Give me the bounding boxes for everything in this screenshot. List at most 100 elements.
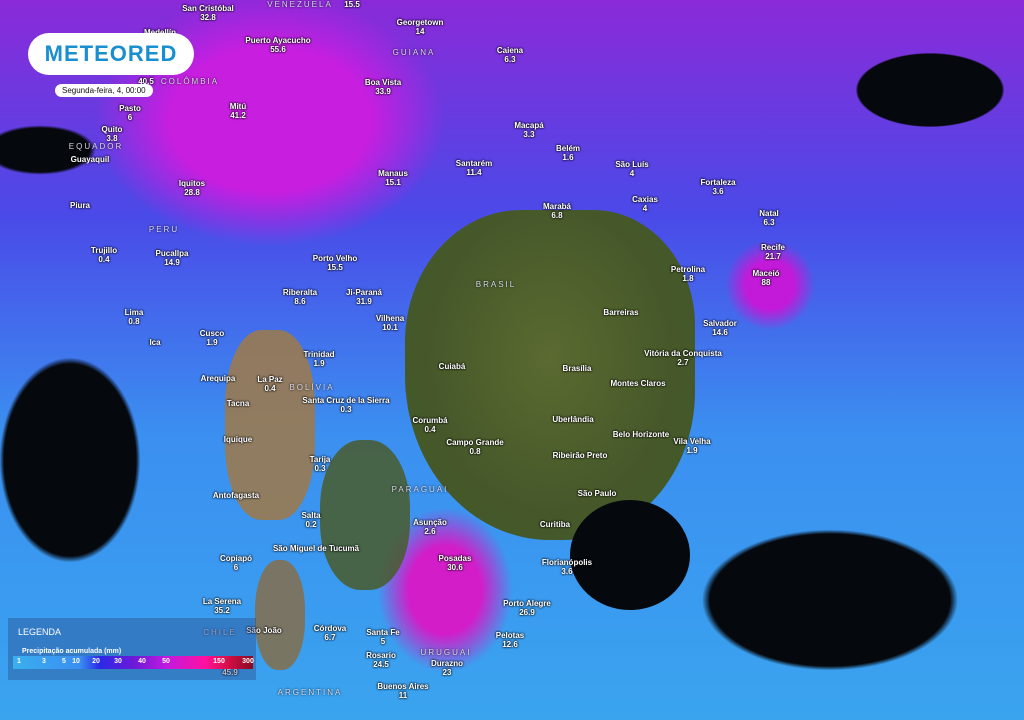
city-name: Natal	[759, 209, 779, 218]
city-label[interactable]: Cusco 1.9	[200, 329, 224, 347]
city-label[interactable]: Cuiabá	[439, 362, 466, 371]
precipitation-value: 1.9	[313, 359, 325, 368]
city-label[interactable]: Vitória da Conquista 2.7	[644, 349, 722, 367]
city-label[interactable]: Tarija 0.3	[310, 455, 331, 473]
city-label[interactable]: Santa Fe 5	[366, 628, 399, 646]
city-label[interactable]: São João	[246, 626, 282, 635]
city-label[interactable]: Petrolina 1.8	[671, 265, 705, 283]
city-label[interactable]: Caxias 4	[632, 195, 658, 213]
city-label[interactable]: Belém 1.6	[556, 144, 580, 162]
city-label[interactable]: Trujillo 0.4	[91, 246, 117, 264]
city-name: La Serena	[202, 597, 242, 606]
city-name: Montes Claros	[610, 379, 666, 388]
precipitation-value: 23	[442, 668, 452, 677]
city-label[interactable]: Buenos Aires 11	[377, 682, 428, 700]
city-label[interactable]: Posadas 30.6	[439, 554, 472, 572]
precipitation-value: 10.1	[382, 323, 398, 332]
city-label[interactable]: Pucallpa 14.9	[156, 249, 189, 267]
city-label[interactable]: Montes Claros	[610, 379, 665, 388]
city-name: Guayaquil	[70, 155, 110, 164]
city-label[interactable]: Pelotas 12.6	[496, 631, 524, 649]
meteored-logo[interactable]: METEORED	[28, 33, 194, 75]
city-label[interactable]: São Paulo	[578, 489, 617, 498]
city-label[interactable]: Arequipa	[201, 374, 236, 383]
city-label[interactable]: Curitiba	[540, 520, 570, 529]
city-label[interactable]: 40.5	[138, 77, 154, 86]
precipitation-value: 2.7	[677, 358, 689, 367]
city-label[interactable]: 45.9	[222, 668, 238, 677]
city-name: Trujillo	[90, 246, 118, 255]
city-label[interactable]: Córdova 6.7	[314, 624, 346, 642]
city-label[interactable]: Macapá 3.3	[514, 121, 543, 139]
city-label[interactable]: Santa Cruz de la Sierra 0.3	[302, 396, 389, 414]
city-label[interactable]: Quito 3.8	[102, 125, 123, 143]
city-label[interactable]: São Miguel de Tucumã	[273, 544, 359, 553]
city-label[interactable]: 15.5	[344, 0, 360, 9]
city-label[interactable]: Medellín	[144, 28, 176, 37]
city-label[interactable]: Vilhena 10.1	[376, 314, 404, 332]
legend-title: LEGENDA	[18, 627, 62, 637]
precipitation-value: 0.8	[128, 317, 140, 326]
city-label[interactable]: Belo Horizonte	[613, 430, 669, 439]
city-label[interactable]: Iquitos 28.8	[179, 179, 205, 197]
city-name: Tacna	[226, 399, 250, 408]
city-label[interactable]: Vila Velha 1.9	[673, 437, 710, 455]
city-label[interactable]: Iquique	[224, 435, 252, 444]
city-label[interactable]: Salvador 14.6	[703, 319, 737, 337]
city-label[interactable]: Piura	[70, 201, 90, 210]
country-label: PERU	[148, 225, 180, 234]
legend-tick: 50	[162, 658, 170, 665]
city-label[interactable]: Uberlândia	[552, 415, 593, 424]
city-label[interactable]: Rosario 24.5	[366, 651, 396, 669]
city-label[interactable]: Ji-Paraná 31.9	[346, 288, 382, 306]
city-label[interactable]: Ica	[149, 338, 160, 347]
city-label[interactable]: Porto Velho 15.5	[313, 254, 357, 272]
city-label[interactable]: Georgetown 14	[397, 18, 444, 36]
city-label[interactable]: Maceió 88	[752, 269, 779, 287]
city-name: Medellín	[144, 28, 176, 37]
city-label[interactable]: Marabá 6.8	[543, 202, 571, 220]
city-label[interactable]: San Cristóbal 32.8	[182, 4, 234, 22]
city-name: Piura	[69, 201, 91, 210]
city-label[interactable]: Salta 0.2	[301, 511, 320, 529]
city-name: Fortaleza	[700, 178, 736, 187]
city-name: São Paulo	[577, 489, 617, 498]
city-label[interactable]: Lima 0.8	[125, 308, 144, 326]
city-label[interactable]: Natal 6.3	[759, 209, 779, 227]
city-label[interactable]: Puerto Ayacucho 55.6	[245, 36, 310, 54]
city-label[interactable]: Tacna	[227, 399, 250, 408]
city-label[interactable]: Copiapó 6	[220, 554, 252, 572]
city-label[interactable]: Barreiras	[603, 308, 638, 317]
precipitation-value: 0.3	[314, 464, 326, 473]
city-name: Vitória da Conquista	[644, 349, 722, 358]
city-label[interactable]: Manaus 15.1	[378, 169, 408, 187]
city-label[interactable]: Santarém 11.4	[456, 159, 492, 177]
city-label[interactable]: Recife 21.7	[761, 243, 785, 261]
city-label[interactable]: Durazno 23	[431, 659, 463, 677]
precipitation-value: 15.5	[344, 0, 360, 9]
city-label[interactable]: Caiena 6.3	[497, 46, 523, 64]
precipitation-value: 14.9	[164, 258, 180, 267]
city-label[interactable]: Porto Alegre 26.9	[503, 599, 551, 617]
city-label[interactable]: Pasto 6	[119, 104, 141, 122]
precipitation-value: 5	[380, 637, 386, 646]
city-label[interactable]: Campo Grande 0.8	[446, 438, 503, 456]
city-label[interactable]: Guayaquil	[71, 155, 110, 164]
city-label[interactable]: La Serena 35.2	[203, 597, 241, 615]
land-brazil	[405, 210, 695, 540]
city-label[interactable]: Antofagasta	[213, 491, 259, 500]
city-label[interactable]: Ribeirão Preto	[553, 451, 608, 460]
city-label[interactable]: Mitú 41.2	[230, 102, 246, 120]
city-label[interactable]: Florianópolis 3.6	[542, 558, 592, 576]
city-label[interactable]: La Paz 0.4	[257, 375, 282, 393]
city-label[interactable]: Riberalta 8.6	[283, 288, 317, 306]
city-label[interactable]: Brasília	[563, 364, 592, 373]
city-label[interactable]: Boa Vista 33.9	[365, 78, 401, 96]
city-label[interactable]: Fortaleza 3.6	[700, 178, 735, 196]
city-label[interactable]: Trinidad 1.9	[303, 350, 334, 368]
city-name: Pucallpa	[155, 249, 189, 258]
city-label[interactable]: São Luís 4	[615, 160, 648, 178]
city-label[interactable]: Asunção 2.6	[413, 518, 447, 536]
city-label[interactable]: Corumbá 0.4	[412, 416, 447, 434]
